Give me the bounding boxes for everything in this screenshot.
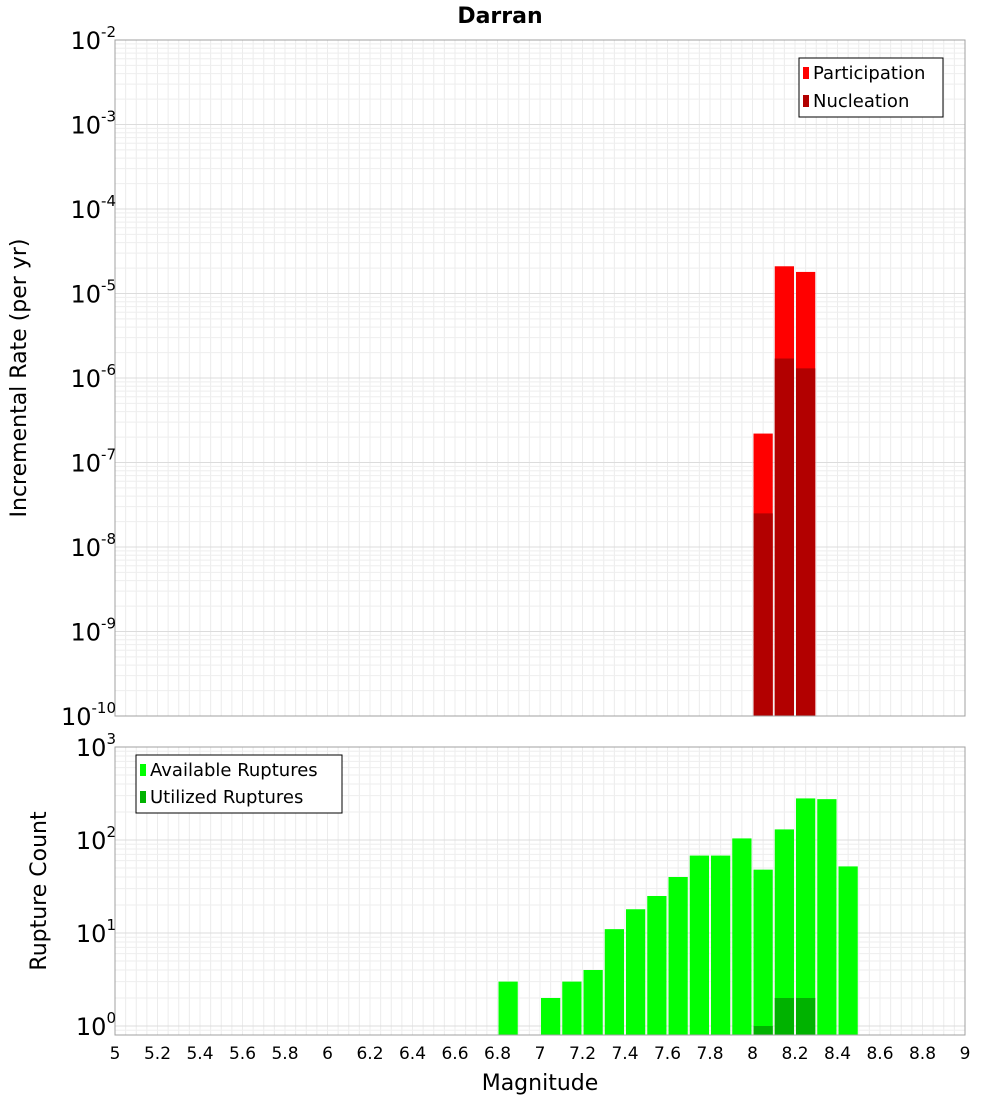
y-tick-label: 103 (76, 730, 116, 762)
count-bar-a (689, 855, 709, 1035)
x-tick-label: 6.6 (441, 1044, 468, 1064)
count-bar-a (647, 895, 667, 1035)
count-bar-a (604, 929, 624, 1035)
x-tick-label: 7.8 (696, 1044, 723, 1064)
x-tick-label: 6.2 (356, 1044, 383, 1064)
bottom-plot-frame (114, 746, 966, 1036)
count-bar-a (583, 969, 603, 1035)
x-tick-label: 6.8 (484, 1044, 511, 1064)
bottom-y-tick-labels: 103 102 101 100 (76, 730, 116, 1041)
x-tick-label: 8 (747, 1044, 758, 1064)
x-tick-label: 5.6 (229, 1044, 256, 1064)
y-tick-label: 10-5 (70, 277, 116, 309)
legend-utilized-swatch (140, 791, 146, 803)
y-tick-label: 10-9 (70, 615, 116, 647)
bottom-legend: Available Ruptures Utilized Ruptures (135, 754, 343, 814)
x-tick-label: 5 (110, 1044, 121, 1064)
top-legend: Participation Nucleation (798, 57, 944, 118)
count-bar-a (562, 981, 582, 1035)
bottom-bars (498, 798, 858, 1035)
y-tick-label: 100 (76, 1009, 116, 1041)
count-bar-b (774, 997, 794, 1035)
legend-available-label: Available Ruptures (150, 760, 318, 781)
top-gridlines (114, 39, 966, 717)
bottom-plot: 103 102 101 100 5 5.2 5.4 5.6 5.8 6 6.2 6.4 6.6 6.8 7… (27, 730, 970, 1096)
count-bar-a (498, 981, 518, 1035)
y-tick-label: 10-3 (70, 108, 116, 140)
x-tick-label: 5.8 (271, 1044, 298, 1064)
count-bar-a (753, 869, 773, 1035)
count-bar-a (626, 909, 646, 1035)
count-bar-a (668, 877, 688, 1035)
x-tick-label: 5.2 (144, 1044, 171, 1064)
y-tick-label: 10-4 (70, 192, 116, 224)
count-bar-a (774, 829, 794, 1035)
y-tick-label: 101 (76, 916, 116, 948)
x-tick-labels: 5 5.2 5.4 5.6 5.8 6 6.2 6.4 6.6 6.8 7 7.2 7.4 7.6 7.8 8… (110, 1044, 971, 1064)
count-bar-a (541, 997, 561, 1035)
x-tick-label: 5.4 (186, 1044, 213, 1064)
x-tick-label: 7 (535, 1044, 546, 1064)
x-axis-label: Magnitude (482, 1071, 599, 1096)
x-tick-label: 7.6 (654, 1044, 681, 1064)
top-y-axis-label: Incremental Rate (per yr) (7, 239, 32, 518)
x-tick-label: 8.6 (866, 1044, 893, 1064)
legend-participation-label: Participation (813, 63, 925, 84)
top-plot-frame (114, 39, 966, 717)
x-tick-label: 8.8 (909, 1044, 936, 1064)
y-tick-label: 10-10 (61, 699, 116, 731)
x-tick-label: 7.4 (611, 1044, 638, 1064)
legend-participation-swatch (803, 67, 809, 79)
rate-bar-b (774, 358, 794, 716)
x-tick-label: 9 (960, 1044, 971, 1064)
bottom-y-axis-label: Rupture Count (27, 811, 52, 971)
rate-bar-b (753, 513, 773, 716)
y-tick-label: 10-6 (70, 361, 116, 393)
y-tick-label: 10-2 (70, 23, 116, 55)
legend-nucleation-swatch (803, 95, 809, 107)
count-bar-a (711, 855, 731, 1035)
x-tick-label: 8.2 (781, 1044, 808, 1064)
count-bar-a (796, 798, 816, 1035)
count-bar-a (732, 838, 752, 1035)
y-tick-label: 10-7 (70, 446, 116, 478)
chart-title: Darran (457, 4, 542, 29)
y-tick-label: 10-8 (70, 530, 116, 562)
count-bar-b (753, 1025, 773, 1035)
top-plot: 10-2 10-3 10-4 10-5 10-6 10-7 10-8 10-9 10-10 In… (7, 23, 966, 731)
x-tick-label: 7.2 (569, 1044, 596, 1064)
legend-utilized-label: Utilized Ruptures (150, 787, 303, 808)
count-bar-b (796, 997, 816, 1035)
bottom-legend-box (135, 754, 343, 814)
top-bars (753, 266, 816, 716)
legend-available-swatch (140, 764, 146, 776)
legend-nucleation-label: Nucleation (813, 91, 909, 112)
rate-bar-b (796, 368, 816, 716)
x-tick-label: 8.4 (824, 1044, 851, 1064)
top-y-tick-labels: 10-2 10-3 10-4 10-5 10-6 10-7 10-8 10-9 10-10 (61, 23, 116, 731)
x-tick-label: 6 (322, 1044, 333, 1064)
count-bar-a (838, 866, 858, 1035)
count-bar-a (817, 799, 837, 1035)
top-legend-box (798, 57, 944, 118)
x-tick-label: 6.4 (399, 1044, 426, 1064)
y-tick-label: 102 (76, 823, 116, 855)
